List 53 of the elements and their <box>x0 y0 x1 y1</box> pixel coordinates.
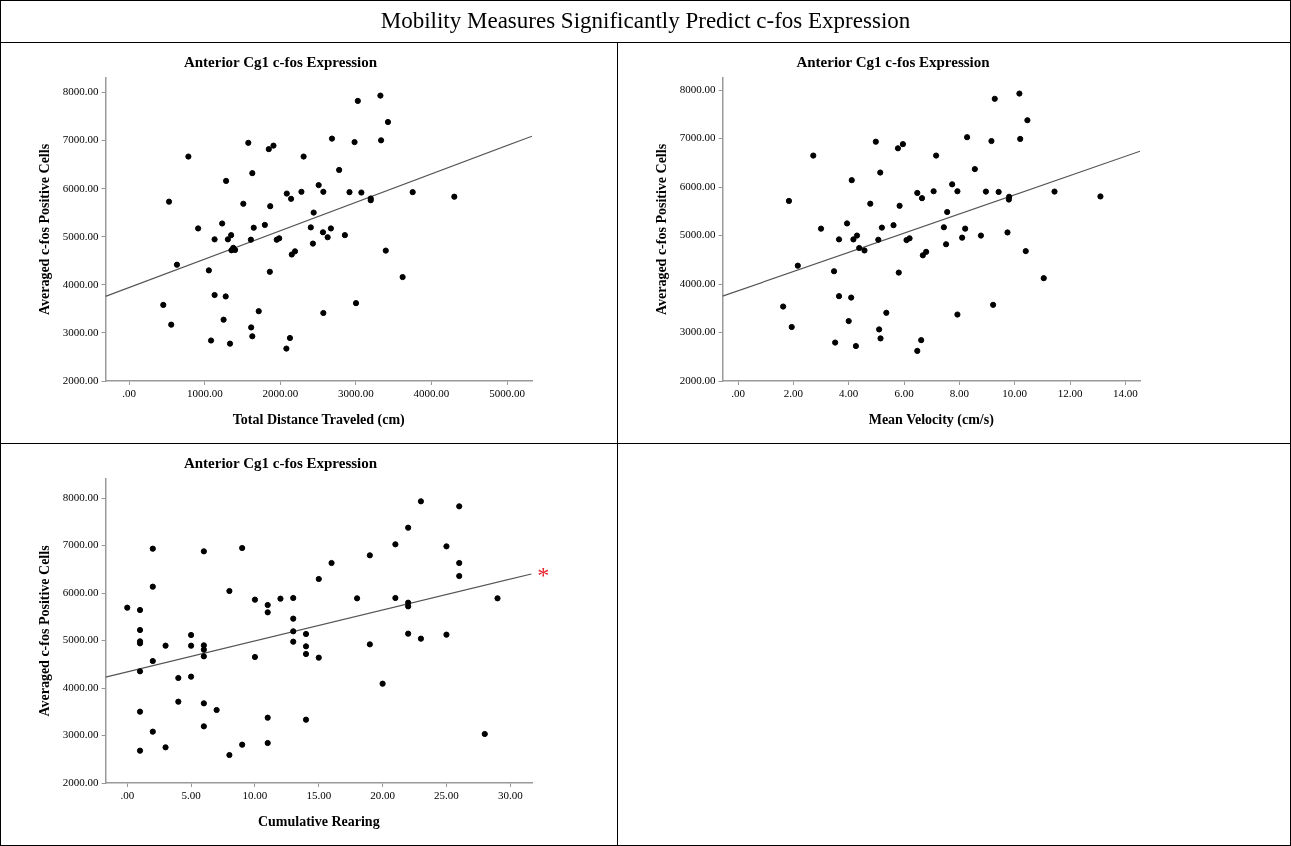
y-tick-label: 6000.00 <box>679 179 717 192</box>
y-tick-label: 5000.00 <box>679 228 717 241</box>
x-tick-label: 4000.00 <box>413 387 450 400</box>
x-tick-label: 10.00 <box>1002 387 1028 400</box>
y-tick-label: 7000.00 <box>62 133 100 146</box>
y-axis-title: Averaged c-fos Positive Cells <box>654 143 670 316</box>
chart-title: Anterior Cg1 c-fos Expression <box>796 53 991 70</box>
x-tick-label: .00 <box>731 387 746 400</box>
y-axis-title: Averaged c-fos Positive Cells <box>37 143 53 316</box>
x-axis-title: Mean Velocity (cm/s) <box>868 412 995 429</box>
y-tick-label: 3000.00 <box>62 325 100 338</box>
y-tick-label: 2000.00 <box>62 775 100 788</box>
x-tick-label: 1000.00 <box>186 387 224 400</box>
y-axis-title: Averaged c-fos Positive Cells <box>37 544 53 717</box>
x-tick-label: 12.00 <box>1057 387 1083 400</box>
x-tick-label: 30.00 <box>497 789 524 802</box>
x-axis-title: Cumulative Rearing <box>257 814 380 830</box>
y-tick-label: 4000.00 <box>679 276 717 289</box>
y-tick-label: 8000.00 <box>679 83 717 96</box>
y-tick-label: 7000.00 <box>62 538 100 551</box>
annotation: * <box>537 562 550 589</box>
x-axis-title: Total Distance Traveled (cm) <box>232 412 406 429</box>
x-tick-label: 10.00 <box>242 789 268 802</box>
x-tick-label: 25.00 <box>434 789 460 802</box>
chart-title: Anterior Cg1 c-fos Expression <box>183 454 378 471</box>
y-tick-label: 6000.00 <box>62 585 100 598</box>
x-tick-label: 5.00 <box>181 789 202 802</box>
y-tick-label: 8000.00 <box>62 490 100 503</box>
chart-title: Anterior Cg1 c-fos Expression <box>183 53 378 70</box>
y-tick-label: 5000.00 <box>62 633 100 646</box>
x-tick-label: 2000.00 <box>262 387 299 400</box>
text: Mobility Measures Significantly Predict c-fos Expression <box>1 1 1290 43</box>
x-tick-label: 6.00 <box>894 387 915 400</box>
x-tick-label: .00 <box>120 789 135 802</box>
y-tick-label: 7000.00 <box>679 131 717 144</box>
y-tick-label: 8000.00 <box>62 85 100 98</box>
x-tick-label: 20.00 <box>370 789 396 802</box>
y-tick-label: 3000.00 <box>62 728 100 741</box>
x-tick-label: 15.00 <box>306 789 332 802</box>
x-tick-label: 2.00 <box>783 387 804 400</box>
x-tick-label: 4.00 <box>839 387 859 400</box>
y-tick-label: 4000.00 <box>62 680 100 693</box>
y-tick-label: 4000.00 <box>62 277 100 290</box>
y-tick-label: 6000.00 <box>62 181 100 194</box>
y-tick-label: 2000.00 <box>62 373 100 386</box>
x-tick-label: 3000.00 <box>338 387 375 400</box>
x-tick-label: 8.00 <box>949 387 970 400</box>
x-tick-label: 14.00 <box>1112 387 1139 400</box>
x-tick-label: .00 <box>122 387 137 400</box>
x-tick-label: 5000.00 <box>489 387 526 400</box>
y-tick-label: 5000.00 <box>62 229 100 242</box>
y-tick-label: 3000.00 <box>679 325 717 338</box>
y-tick-label: 2000.00 <box>679 373 717 386</box>
